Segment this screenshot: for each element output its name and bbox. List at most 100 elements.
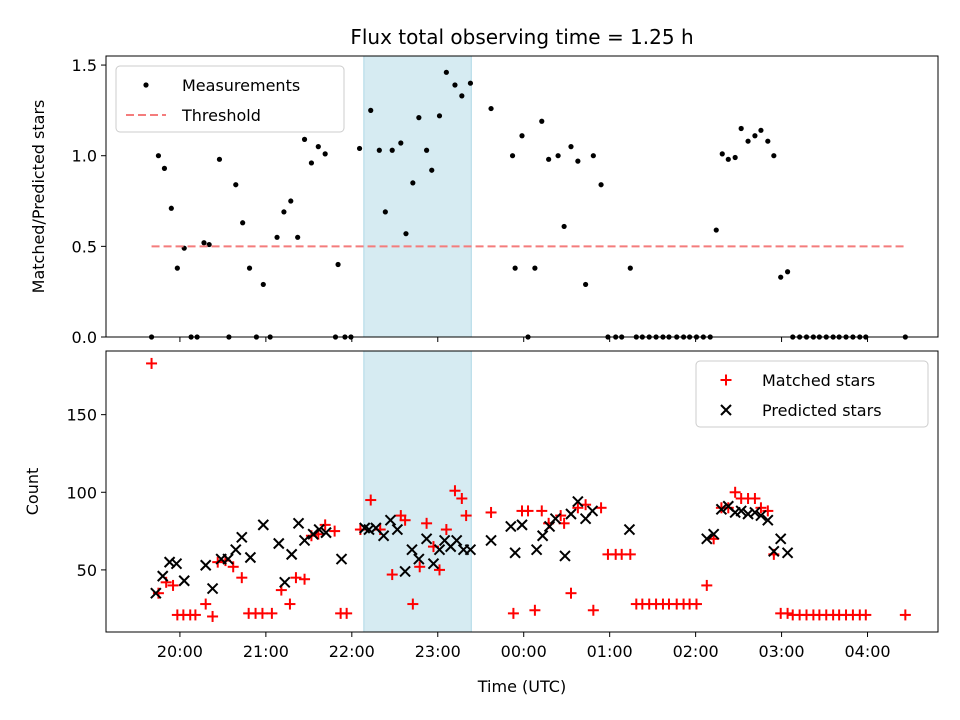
data-point [178, 575, 190, 587]
data-point [335, 553, 348, 565]
data-point [549, 512, 562, 525]
data-point [329, 525, 341, 537]
data-point [485, 534, 497, 547]
data-point [719, 151, 725, 157]
x-tick-label: 04:00 [844, 642, 890, 661]
data-point [561, 223, 567, 230]
data-point [167, 579, 179, 591]
data-point [150, 587, 162, 599]
data-point [725, 156, 731, 162]
data-point [236, 531, 248, 544]
data-point [410, 180, 416, 186]
data-point [464, 544, 477, 556]
data-point [281, 209, 287, 215]
data-point [246, 265, 253, 271]
data-point [386, 569, 398, 581]
y-tick-label: 1.5 [72, 56, 97, 75]
data-point [732, 154, 738, 161]
data-point [509, 547, 521, 559]
data-point [266, 607, 278, 619]
data-point [485, 506, 497, 518]
data-point [273, 537, 285, 550]
data-point [170, 557, 183, 570]
data-point [522, 505, 534, 517]
data-point [399, 565, 411, 578]
data-point [414, 561, 426, 573]
data-point [536, 530, 549, 542]
data-point [406, 544, 418, 556]
data-point [509, 153, 516, 159]
data-point [416, 115, 422, 121]
data-point [403, 231, 409, 237]
data-point [624, 548, 636, 560]
data-point [771, 153, 777, 159]
data-point [899, 609, 911, 621]
data-point [575, 158, 581, 164]
data-point [313, 523, 325, 536]
data-point [391, 523, 404, 536]
data-point [512, 265, 518, 271]
data-point [257, 519, 269, 531]
data-point [155, 153, 162, 159]
data-point [529, 604, 541, 616]
x-tick-label: 23:00 [415, 642, 461, 661]
data-point [440, 524, 452, 536]
x-tick-label: 03:00 [759, 642, 805, 661]
data-point [279, 576, 291, 589]
data-point [399, 514, 411, 526]
data-point [320, 526, 332, 539]
data-point [768, 545, 780, 557]
data-point [539, 118, 545, 124]
data-point [199, 559, 212, 571]
data-point [233, 182, 239, 188]
data-point [216, 156, 223, 162]
data-point [420, 533, 433, 545]
data-point [382, 209, 388, 215]
data-point [433, 564, 445, 576]
bottom-panel: 50 100 150 20:00 21:00 22:00 23:00 00:00 01:00 02… [23, 350, 939, 661]
data-point [782, 607, 794, 619]
data-point [762, 505, 774, 517]
legend-item: Matched stars [720, 371, 875, 390]
y-tick-label: 0.0 [72, 328, 97, 347]
data-point [413, 553, 425, 565]
data-point [365, 494, 377, 506]
data-point [298, 534, 311, 547]
data-point [572, 495, 584, 508]
data-point [285, 548, 298, 561]
y-axis-label: Count [23, 468, 42, 516]
data-point [762, 514, 774, 526]
highlight-span [363, 55, 472, 338]
data-point [781, 547, 794, 559]
data-point [335, 261, 341, 268]
data-point [701, 579, 713, 591]
data-point [752, 133, 758, 139]
data-point [860, 609, 872, 621]
data-point [230, 544, 242, 556]
legend: Matched stars Predicted stars [695, 360, 929, 428]
data-point [163, 556, 176, 568]
data-point [407, 598, 419, 610]
data-point [423, 147, 430, 153]
data-point [427, 557, 440, 570]
axes-frame [105, 350, 939, 633]
legend-label: Threshold [181, 106, 261, 125]
legend-marker [720, 404, 732, 416]
data-point [301, 136, 308, 142]
data-point [421, 517, 433, 529]
data-point [587, 604, 599, 616]
data-point [778, 274, 784, 280]
data-point [308, 160, 315, 166]
data-point [206, 241, 212, 248]
data-point [701, 533, 713, 545]
data-point [532, 265, 538, 271]
data-point [555, 510, 567, 522]
data-point [559, 550, 571, 562]
data-point [299, 573, 311, 585]
y-tick-label: 1.0 [72, 147, 97, 166]
data-point [322, 151, 328, 157]
data-point [722, 502, 734, 514]
legend: Measurements Threshold [115, 65, 345, 133]
x-axis-label: Time (UTC) [477, 677, 566, 696]
